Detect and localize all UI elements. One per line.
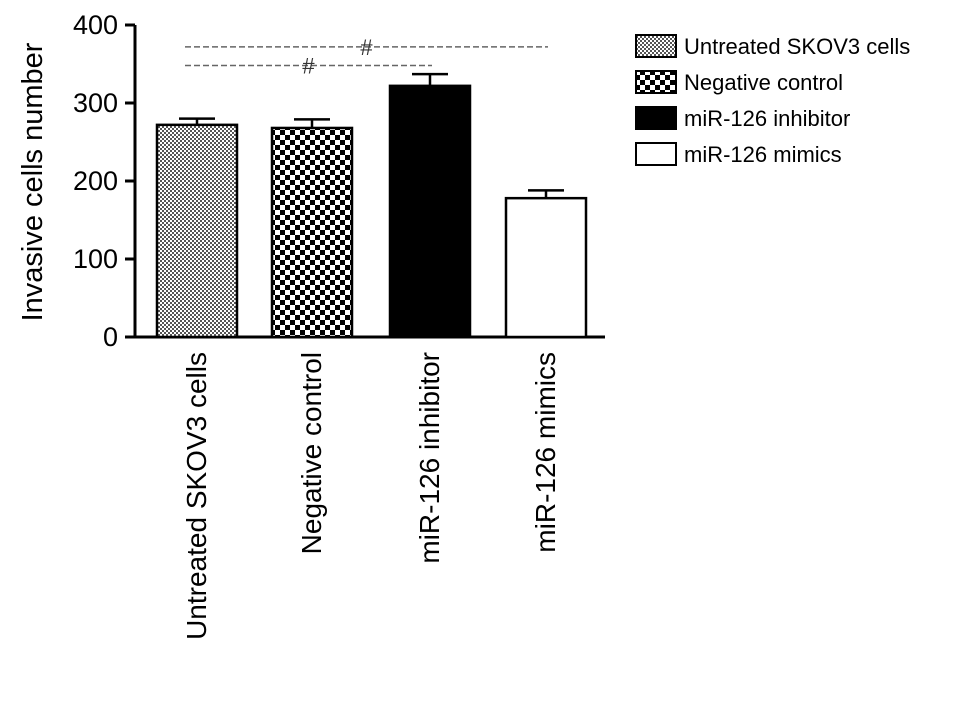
category-labels: Untreated SKOV3 cells Negative control miR… <box>181 352 561 640</box>
legend-swatch <box>635 106 677 130</box>
y-tick-label: 200 <box>73 166 118 196</box>
y-tick-label: 300 <box>73 88 118 118</box>
y-tick-label: 0 <box>103 322 118 352</box>
legend-label: Negative control <box>684 70 843 95</box>
bars <box>155 84 588 339</box>
legend: Untreated SKOV3 cells Negative control miR… <box>635 34 910 167</box>
y-tick-label: 400 <box>73 10 118 40</box>
y-ticks: 0 100 200 300 400 <box>73 10 135 352</box>
legend-label: miR-126 inhibitor <box>684 106 850 131</box>
x-tick-label: Untreated SKOV3 cells <box>181 352 212 640</box>
x-tick-label: Negative control <box>296 352 327 554</box>
significance-lines: ## <box>185 35 548 79</box>
x-tick-label: miR-126 inhibitor <box>414 352 445 564</box>
x-tick-label: miR-126 mimics <box>530 352 561 553</box>
y-axis-label: Invasive cells number <box>17 42 49 321</box>
bar <box>155 123 239 339</box>
error-bars <box>179 72 564 199</box>
significance-label: # <box>302 54 315 79</box>
legend-swatch <box>635 142 677 166</box>
legend-label: Untreated SKOV3 cells <box>684 34 910 59</box>
legend-swatch <box>635 34 677 58</box>
bar <box>504 196 588 339</box>
legend-swatch <box>635 70 677 94</box>
bar <box>388 84 472 339</box>
significance-label: # <box>360 35 373 60</box>
legend-label: miR-126 mimics <box>684 142 842 167</box>
bar <box>270 126 354 339</box>
y-tick-label: 100 <box>73 244 118 274</box>
